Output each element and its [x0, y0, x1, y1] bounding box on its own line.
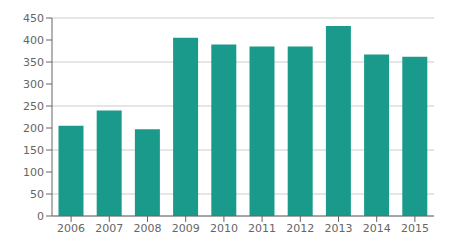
svg-text:400: 400 — [23, 34, 44, 47]
svg-text:350: 350 — [23, 56, 44, 69]
svg-text:0: 0 — [37, 210, 44, 223]
svg-text:150: 150 — [23, 144, 44, 157]
svg-text:250: 250 — [23, 100, 44, 113]
svg-text:300: 300 — [23, 78, 44, 91]
svg-text:2008: 2008 — [134, 222, 162, 235]
svg-text:2011: 2011 — [248, 222, 276, 235]
svg-text:2012: 2012 — [286, 222, 314, 235]
svg-text:2015: 2015 — [401, 222, 429, 235]
svg-text:100: 100 — [23, 166, 44, 179]
svg-text:50: 50 — [30, 188, 44, 201]
svg-text:2007: 2007 — [95, 222, 123, 235]
svg-text:200: 200 — [23, 122, 44, 135]
svg-text:2009: 2009 — [172, 222, 200, 235]
svg-text:2006: 2006 — [57, 222, 85, 235]
svg-text:2013: 2013 — [325, 222, 353, 235]
svg-text:450: 450 — [23, 12, 44, 25]
svg-text:2014: 2014 — [363, 222, 391, 235]
svg-text:2010: 2010 — [210, 222, 238, 235]
